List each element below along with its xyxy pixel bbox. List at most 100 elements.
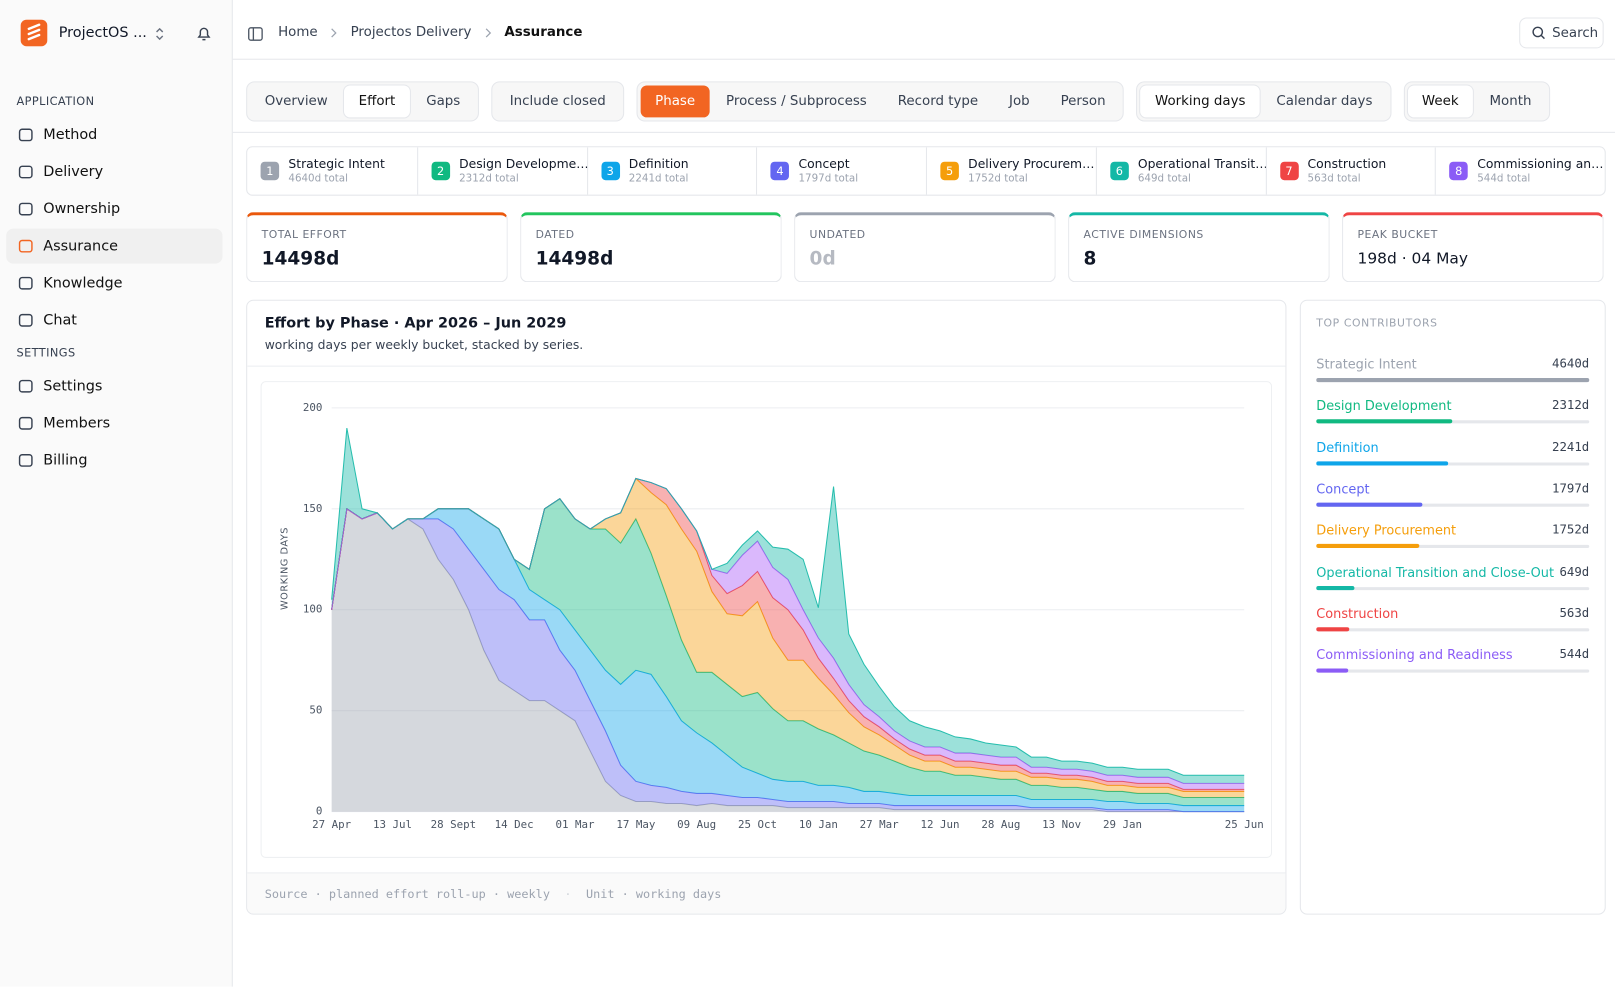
toggle-option[interactable]: Job xyxy=(1009,93,1030,110)
kpi-value: 14498d xyxy=(261,248,340,270)
contributors-card: TOP CONTRIBUTORS Strategic Intent 4640d De… xyxy=(1299,299,1606,915)
x-tick-label: 13 Nov xyxy=(1042,818,1081,831)
crumb-sep xyxy=(485,27,491,38)
search-button[interactable]: Search xyxy=(1519,17,1604,49)
switch-icon[interactable] xyxy=(153,26,165,42)
contributor-name: Strategic Intent xyxy=(1316,356,1417,372)
phase-number: 3 xyxy=(600,161,620,181)
nav-item[interactable]: Chat xyxy=(6,303,222,338)
nav-icon xyxy=(18,313,33,327)
kpi-card: PEAK BUCKET 198d · 04 May xyxy=(1342,212,1604,283)
contributor-value: 544d xyxy=(1559,646,1590,662)
nav-item[interactable]: Assurance xyxy=(6,228,223,264)
x-tick-label: 14 Dec xyxy=(495,818,534,831)
area xyxy=(331,508,1245,812)
nav-item[interactable]: Method xyxy=(6,117,222,152)
x-tick-label: 17 May xyxy=(616,818,656,831)
toggle-group: Phase Process / Subprocess Record type Job P… xyxy=(636,81,1125,122)
phase-chip[interactable]: 4 Concept 1797d total xyxy=(756,147,926,195)
nav-item[interactable]: Knowledge xyxy=(6,266,222,301)
nav-item[interactable]: Billing xyxy=(6,443,222,478)
phase-name: Concept xyxy=(798,156,850,171)
icon-shape xyxy=(18,276,33,290)
x-tick-label: 09 Aug xyxy=(677,818,716,831)
x-tick-label: 10 Jan xyxy=(799,818,838,831)
contributor-value: 1752d xyxy=(1552,522,1590,537)
phase-chip[interactable]: 2 Design Developme… 2312d total xyxy=(416,147,589,195)
topbar: Home Projectos Delivery Assurance Search xyxy=(232,0,1615,60)
toggle-option[interactable]: Working days xyxy=(1140,85,1260,118)
workspace-name[interactable]: ProjectOS ... xyxy=(58,24,147,42)
kpi-label: PEAK BUCKET xyxy=(1357,228,1438,242)
toggle-option[interactable]: Overview xyxy=(264,93,328,110)
search-label: Search xyxy=(1552,25,1599,41)
phase-name: Construction xyxy=(1307,156,1387,171)
phase-name: Strategic Intent xyxy=(288,156,385,171)
phase-chip[interactable]: 5 Delivery Procurem… 1752d total xyxy=(925,147,1096,195)
contributors-title: TOP CONTRIBUTORS xyxy=(1316,317,1438,330)
nav-item[interactable]: Ownership xyxy=(6,192,222,227)
toggle-option[interactable]: Include closed xyxy=(509,93,606,110)
contributor-value: 2312d xyxy=(1552,397,1590,413)
chart-subtitle: working days per weekly bucket, stacked … xyxy=(264,337,584,353)
phase-chip[interactable]: 3 Definition 2241d total xyxy=(586,147,757,195)
kpi-value: 14498d xyxy=(535,248,614,270)
toggle-group: Overview Effort Gaps xyxy=(246,81,479,122)
phase-chip[interactable]: 1 Strategic Intent 4640d total xyxy=(247,147,417,194)
phase-name: Design Developme… xyxy=(459,156,589,171)
kpi-label: DATED xyxy=(535,228,575,242)
phase-chip[interactable]: 8 Commissioning an… 544d total xyxy=(1435,147,1605,195)
footer-text: · xyxy=(564,886,572,901)
x-tick-label: 01 Mar xyxy=(555,818,595,831)
chevron xyxy=(331,27,338,38)
y-tick-label: 200 xyxy=(303,401,323,414)
area xyxy=(331,508,1245,812)
crumb-sep xyxy=(331,27,338,38)
nav-item[interactable]: Members xyxy=(6,406,222,441)
y-tick-label: 100 xyxy=(303,603,323,616)
nav-item[interactable]: Settings xyxy=(6,369,222,404)
toggle-option[interactable]: Phase xyxy=(640,85,710,118)
bell-icon[interactable] xyxy=(195,24,214,43)
phase-total: 649d total xyxy=(1137,173,1191,185)
phase-chip[interactable]: 6 Operational Transit… 649d total xyxy=(1095,147,1268,195)
contributor-bar xyxy=(1316,544,1420,549)
nav-icon xyxy=(18,128,33,142)
breadcrumb: Home Projectos Delivery Assurance xyxy=(278,25,582,40)
nav-item[interactable]: Delivery xyxy=(6,154,222,189)
icon-shape xyxy=(18,379,33,393)
area-line xyxy=(331,427,1245,776)
toggle-option[interactable]: Gaps xyxy=(426,93,461,110)
toggle-option[interactable]: Process / Subprocess xyxy=(726,93,867,110)
toggle-group: Include closed xyxy=(491,81,625,122)
toggle-option[interactable]: Month xyxy=(1489,93,1532,110)
nav-label: Billing xyxy=(43,452,88,469)
contributor-bar xyxy=(1316,627,1350,632)
nav-label: Ownership xyxy=(43,200,121,218)
contributor-value: 4640d xyxy=(1552,356,1590,371)
kpi-value: 8 xyxy=(1083,248,1097,270)
toggle-option[interactable]: Record type xyxy=(897,93,979,110)
toggle-option[interactable]: Week xyxy=(1407,85,1474,118)
crumb[interactable]: Projectos Delivery xyxy=(350,24,472,41)
phase-chip[interactable]: 7 Construction 563d total xyxy=(1265,147,1435,195)
x-tick-label: 27 Mar xyxy=(860,818,900,831)
nav-icon xyxy=(18,379,33,393)
contributor-name: Concept xyxy=(1316,480,1370,497)
toggle-option[interactable]: Effort xyxy=(344,85,410,118)
phase-total: 544d total xyxy=(1477,173,1531,185)
phase-number: 5 xyxy=(940,161,959,181)
contributor-value: 2241d xyxy=(1552,439,1590,454)
toggle-option[interactable]: Calendar days xyxy=(1276,93,1373,110)
nav-label: Settings xyxy=(43,377,103,395)
contributor-name: Delivery Procurement xyxy=(1316,522,1457,538)
toggle-option[interactable]: Person xyxy=(1060,93,1106,110)
x-tick-label: 13 Jul xyxy=(373,818,412,831)
sidebar-toggle[interactable] xyxy=(247,26,263,42)
contributor-track xyxy=(1316,668,1590,673)
crumb[interactable]: Home xyxy=(278,24,318,41)
nav-icon xyxy=(18,276,33,290)
x-tick-label: 25 Oct xyxy=(738,818,777,831)
contributor-track xyxy=(1316,419,1590,424)
